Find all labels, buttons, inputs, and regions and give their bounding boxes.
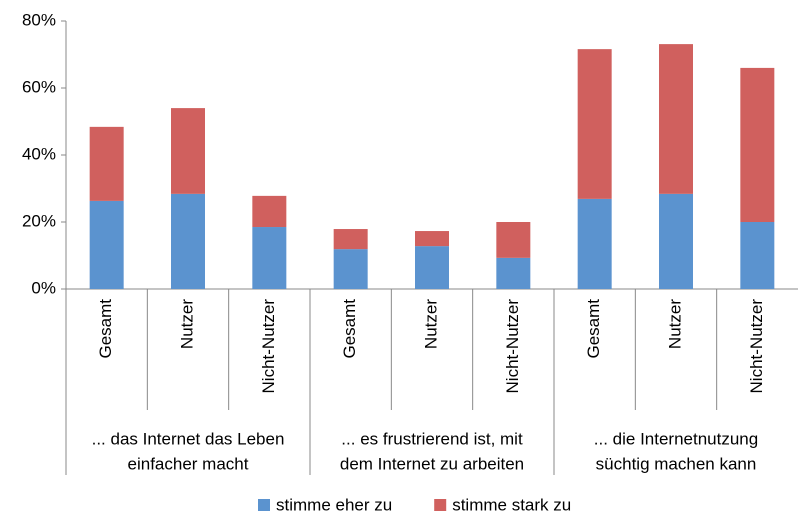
bar-segment	[659, 44, 693, 194]
bar-segment	[577, 198, 612, 289]
legend-swatch	[258, 499, 270, 511]
y-tick-label: 40%	[22, 144, 56, 163]
x-tick-label: Nicht-Nutzer	[503, 299, 522, 394]
bar-segment	[740, 222, 775, 289]
bar-segment	[171, 108, 205, 194]
group-label: süchtig machen kann	[596, 454, 757, 473]
x-tick-label: Nicht-Nutzer	[747, 299, 766, 394]
bar-segment	[415, 231, 449, 247]
y-tick-label: 20%	[22, 211, 56, 230]
x-tick-label: Gesamt	[96, 299, 115, 359]
y-tick-label: 80%	[22, 10, 56, 29]
y-tick-label: 0%	[31, 278, 56, 297]
bar-segment	[333, 249, 368, 289]
bar-segment	[496, 222, 531, 258]
bar-segment	[171, 193, 205, 289]
bar-segment	[740, 67, 775, 223]
bar-segment	[577, 49, 612, 199]
group-label: dem Internet zu arbeiten	[340, 454, 524, 473]
group-label: ... die Internetnutzung	[594, 429, 758, 448]
bar-segment	[252, 227, 287, 289]
bar-segment	[252, 195, 287, 228]
legend-label: stimme eher zu	[276, 495, 392, 514]
x-tick-label: Gesamt	[340, 299, 359, 359]
x-tick-label: Nutzer	[421, 299, 440, 349]
legend-swatch	[434, 499, 447, 511]
bar-segment	[659, 193, 693, 289]
y-tick-label: 60%	[22, 77, 56, 96]
group-label: einfacher macht	[128, 454, 249, 473]
x-tick-label: Gesamt	[584, 299, 603, 359]
bar-segment	[496, 257, 531, 289]
group-label: ... das Internet das Leben	[92, 429, 285, 448]
x-tick-label: Nutzer	[665, 299, 684, 349]
legend-label: stimme stark zu	[452, 495, 571, 514]
group-label: ... es frustrierend ist, mit	[341, 429, 523, 448]
bar-segment	[89, 200, 124, 289]
x-tick-label: Nicht-Nutzer	[259, 299, 278, 394]
bar-segment	[333, 229, 368, 250]
x-tick-label: Nutzer	[177, 299, 196, 349]
bar-segment	[89, 126, 124, 201]
bar-segment	[415, 246, 449, 289]
